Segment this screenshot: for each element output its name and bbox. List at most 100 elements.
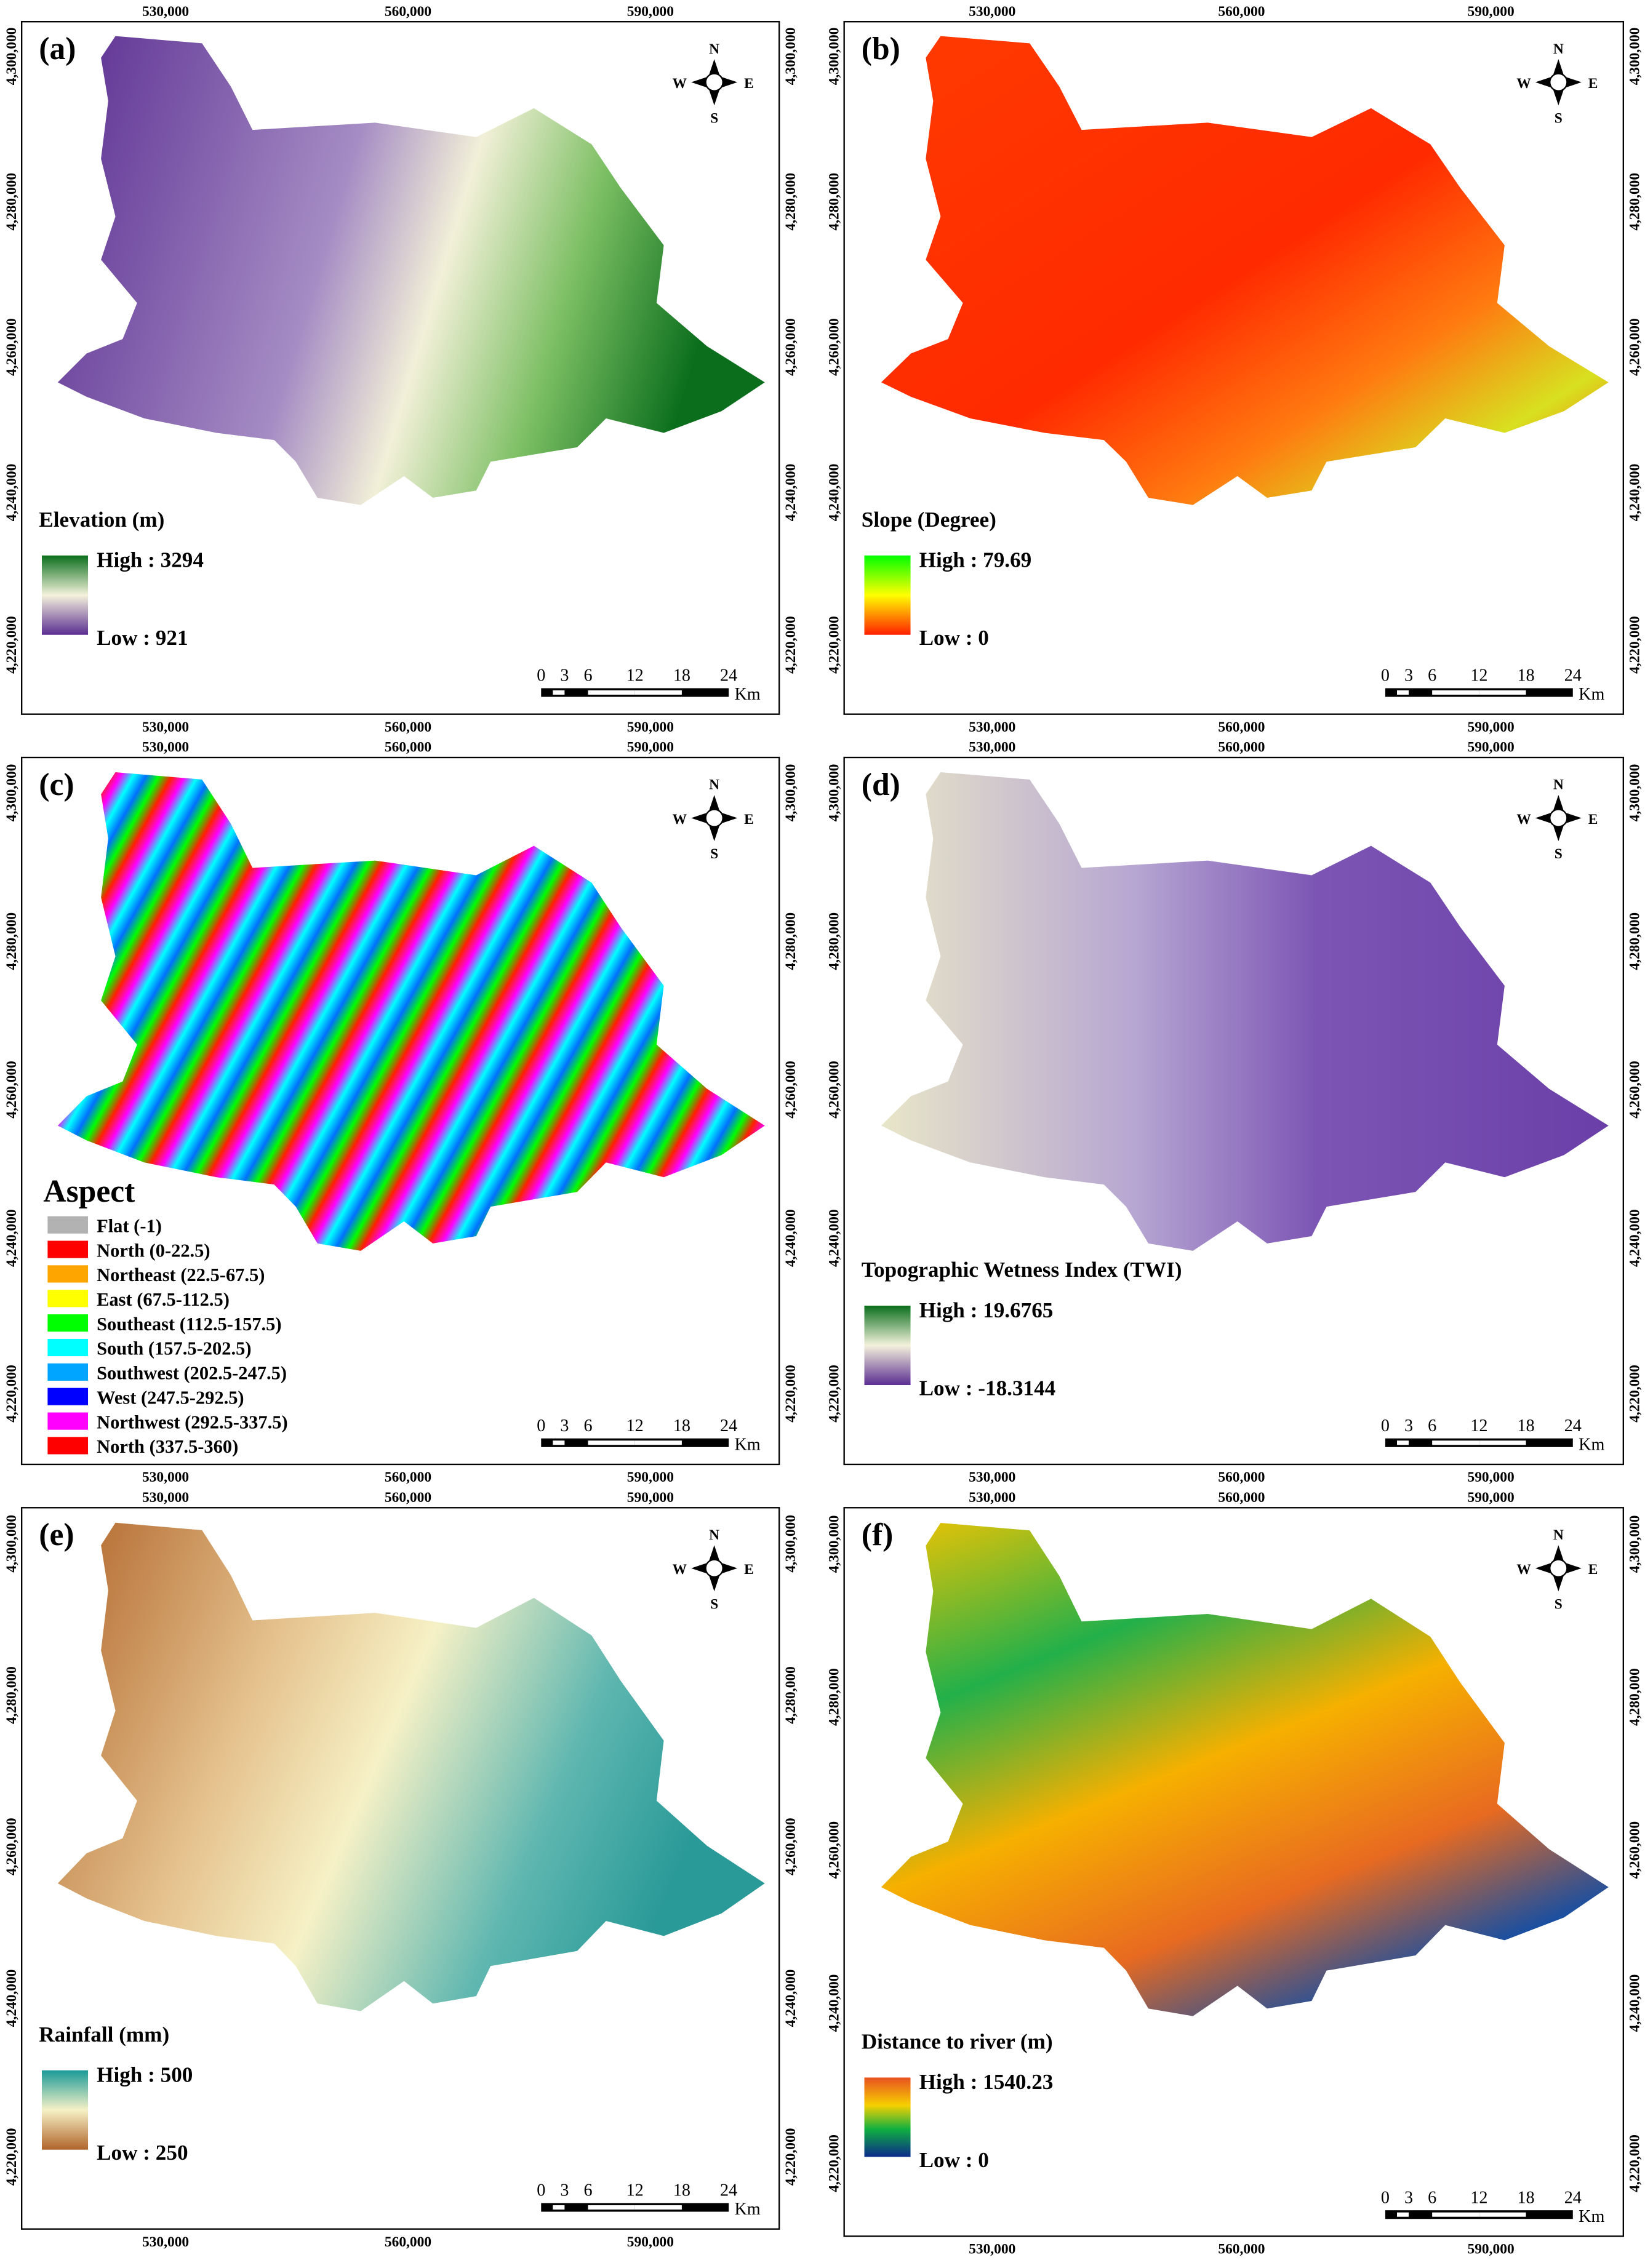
legend-item: North (0-22.5): [97, 1240, 210, 1261]
scale-label: 6: [1428, 1416, 1436, 1435]
y-coordinate-label: 4,260,000: [4, 1818, 20, 1875]
scale-label: 24: [1564, 2188, 1582, 2207]
panel-label: (b): [862, 31, 900, 66]
legend-swatch: [47, 1265, 89, 1283]
legend-swatch: [47, 1314, 89, 1332]
compass-w: W: [673, 1562, 687, 1578]
study-area: [881, 1522, 1609, 2016]
x-coordinate-label: 530,000: [142, 1490, 189, 1506]
scale-label: 6: [583, 1416, 592, 1435]
legend-title: Aspect: [43, 1174, 135, 1209]
legend-low: Low : -18.3144: [919, 1376, 1056, 1400]
scale-label: 24: [720, 2181, 737, 2200]
y-coordinate-label: 4,220,000: [1627, 616, 1643, 674]
y-coordinate-label: 4,260,000: [826, 1061, 842, 1119]
panel-label: (f): [862, 1517, 894, 1552]
panel-label: (d): [862, 767, 900, 802]
scale-bar-segment: [634, 2205, 682, 2210]
scale-label: 6: [583, 2181, 592, 2200]
legend-swatch: [47, 1216, 89, 1234]
x-coordinate-label: 530,000: [142, 4, 189, 20]
scale-label: 18: [1517, 1416, 1534, 1435]
scale-unit: Km: [1579, 685, 1604, 704]
study-area: [57, 772, 765, 1251]
scale-bar-segment: [588, 1440, 635, 1445]
legend-item: Northwest (292.5-337.5): [97, 1412, 288, 1432]
y-coordinate-label: 4,260,000: [4, 318, 20, 376]
scale-bar-segment: [1432, 2212, 1479, 2217]
scale-bar-segment: [1396, 690, 1409, 695]
legend-item: Southeast (112.5-157.5): [97, 1314, 281, 1335]
y-coordinate-label: 4,220,000: [826, 1365, 842, 1423]
scale-bar-segment: [588, 690, 635, 695]
y-coordinate-label: 4,220,000: [4, 616, 20, 674]
y-coordinate-label: 4,240,000: [826, 1209, 842, 1267]
compass-n: N: [1553, 1527, 1564, 1543]
y-coordinate-label: 4,300,000: [1627, 1515, 1643, 1573]
scale-label: 6: [1428, 2188, 1436, 2207]
legend-low: Low : 0: [919, 626, 989, 650]
legend-title: Distance to river (m): [862, 2030, 1053, 2054]
x-coordinate-label: 530,000: [969, 1469, 1015, 1485]
compass-e: E: [744, 76, 754, 92]
x-coordinate-label: 590,000: [627, 740, 674, 756]
legend-swatch: [47, 1290, 89, 1308]
scale-label: 6: [583, 666, 592, 685]
scale-label: 18: [673, 666, 690, 685]
y-coordinate-label: 4,300,000: [826, 1515, 842, 1573]
y-coordinate-label: 4,240,000: [4, 464, 20, 522]
x-coordinate-label: 530,000: [969, 719, 1015, 735]
scale-label: 3: [1404, 1416, 1413, 1435]
panel-label: (a): [39, 31, 76, 66]
x-coordinate-label: 590,000: [627, 1490, 674, 1506]
y-coordinate-label: 4,220,000: [4, 2128, 20, 2186]
scale-bar-segment: [634, 1440, 682, 1445]
y-coordinate-label: 4,280,000: [783, 173, 799, 231]
map-panel: 530,000 530,000 560,000 560,000 590,000 590,0…: [826, 1490, 1643, 2258]
y-coordinate-label: 4,300,000: [4, 1515, 20, 1573]
scale-bar-segment: [553, 1440, 565, 1445]
y-coordinate-label: 4,240,000: [783, 1209, 799, 1267]
compass-e: E: [744, 812, 754, 828]
scale-bar-segment: [634, 690, 682, 695]
y-coordinate-label: 4,220,000: [1627, 1365, 1643, 1423]
scale-label: 12: [626, 2181, 644, 2200]
scale-label: 3: [1404, 666, 1413, 685]
legend-ramp: [41, 2070, 89, 2150]
x-coordinate-label: 530,000: [142, 1469, 189, 1485]
y-coordinate-label: 4,300,000: [783, 28, 799, 86]
y-coordinate-label: 4,240,000: [4, 1970, 20, 2027]
x-coordinate-label: 590,000: [1467, 740, 1514, 756]
y-coordinate-label: 4,260,000: [783, 1818, 799, 1875]
scale-label: 12: [1470, 1416, 1487, 1435]
x-coordinate-label: 560,000: [1218, 1469, 1265, 1485]
x-coordinate-label: 590,000: [1467, 4, 1514, 20]
legend-item: North (337.5-360): [97, 1436, 238, 1457]
y-coordinate-label: 4,240,000: [826, 1975, 842, 2032]
compass-center: [705, 809, 724, 828]
legend-item: South (157.5-202.5): [97, 1338, 251, 1359]
x-coordinate-label: 560,000: [385, 740, 431, 756]
y-coordinate-label: 4,280,000: [783, 912, 799, 970]
legend-high: High : 1540.23: [919, 2070, 1054, 2094]
legend-item: Northeast (22.5-67.5): [97, 1264, 265, 1285]
compass-center: [705, 73, 724, 92]
compass-e: E: [1588, 76, 1598, 92]
x-coordinate-label: 590,000: [1467, 719, 1514, 735]
y-coordinate-label: 4,300,000: [826, 764, 842, 822]
scale-bar-segment: [1479, 2212, 1526, 2217]
y-coordinate-label: 4,300,000: [783, 764, 799, 822]
scale-label: 12: [1470, 666, 1487, 685]
y-coordinate-label: 4,260,000: [4, 1061, 20, 1119]
scale-label: 0: [537, 1416, 545, 1435]
y-coordinate-label: 4,220,000: [1627, 2134, 1643, 2192]
scale-bar-segment: [1396, 2212, 1409, 2217]
y-coordinate-label: 4,300,000: [1627, 764, 1643, 822]
map-panel: 530,000 530,000 560,000 560,000 590,000 590,0…: [826, 4, 1643, 735]
x-coordinate-label: 530,000: [142, 740, 189, 756]
scale-label: 0: [537, 2181, 545, 2200]
x-coordinate-label: 560,000: [1218, 740, 1265, 756]
y-coordinate-label: 4,240,000: [1627, 1209, 1643, 1267]
x-coordinate-label: 530,000: [969, 4, 1015, 20]
